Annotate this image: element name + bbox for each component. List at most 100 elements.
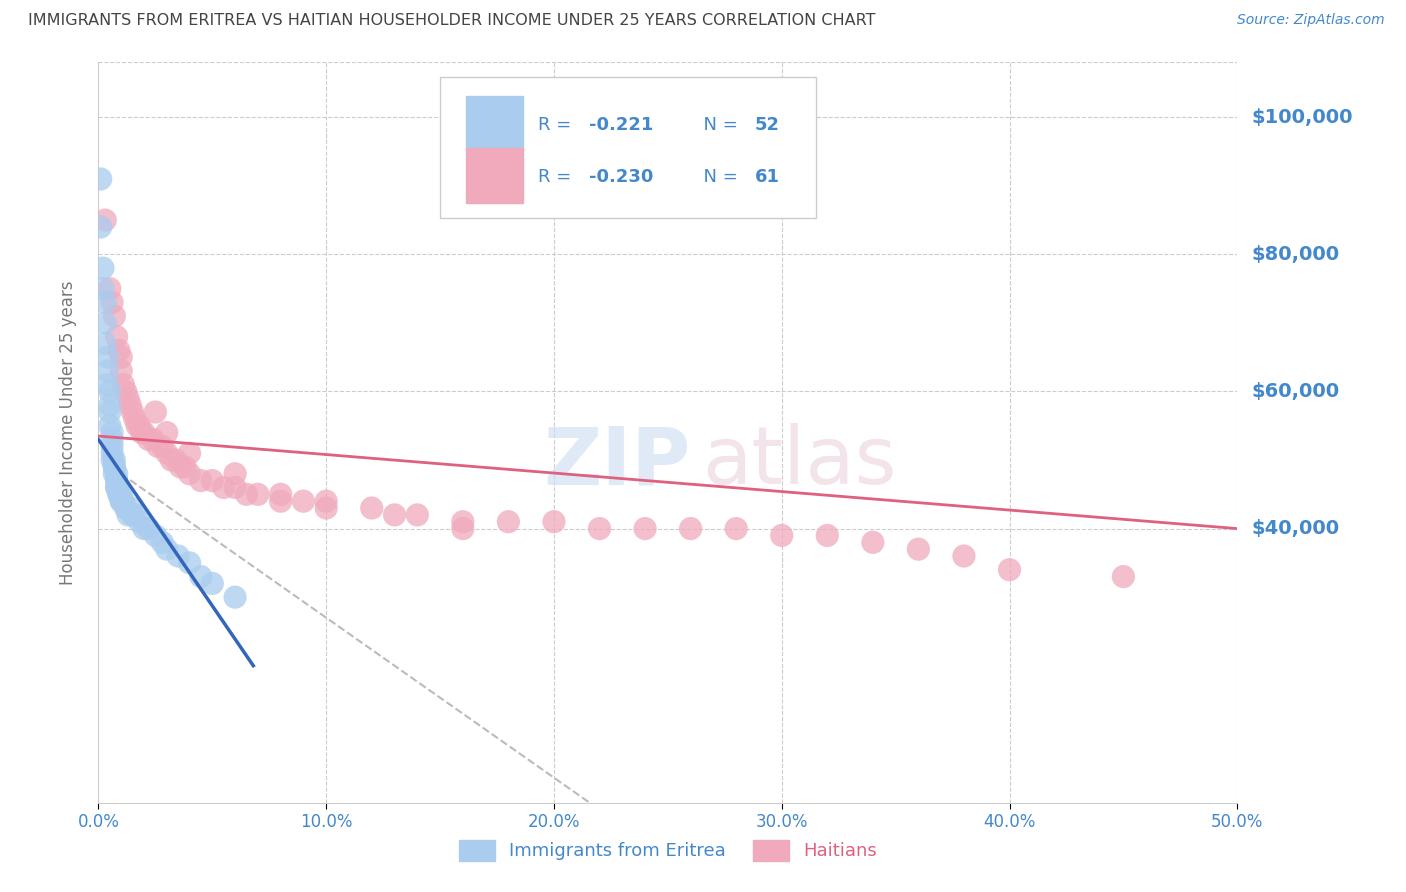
Point xyxy=(110,487,132,501)
Point xyxy=(543,515,565,529)
Point xyxy=(131,425,153,440)
Point xyxy=(451,522,474,536)
Text: IMMIGRANTS FROM ERITREA VS HAITIAN HOUSEHOLDER INCOME UNDER 25 YEARS CORRELATION: IMMIGRANTS FROM ERITREA VS HAITIAN HOUSE… xyxy=(28,13,876,29)
Point xyxy=(105,467,128,481)
FancyBboxPatch shape xyxy=(440,78,815,218)
Text: N =: N = xyxy=(692,169,744,186)
Point xyxy=(120,501,142,516)
Point xyxy=(169,459,191,474)
Point xyxy=(156,446,179,460)
Point xyxy=(105,474,128,488)
Point xyxy=(998,563,1021,577)
Legend: Immigrants from Eritrea, Haitians: Immigrants from Eritrea, Haitians xyxy=(451,832,884,868)
Point xyxy=(96,350,118,364)
Point xyxy=(101,453,124,467)
Point xyxy=(128,515,150,529)
Point xyxy=(907,542,929,557)
Point xyxy=(384,508,406,522)
Point xyxy=(110,494,132,508)
Point xyxy=(315,494,337,508)
Point xyxy=(160,453,183,467)
Point xyxy=(121,508,143,522)
Point xyxy=(103,459,125,474)
Point xyxy=(94,316,117,330)
Text: Source: ZipAtlas.com: Source: ZipAtlas.com xyxy=(1237,13,1385,28)
Point xyxy=(110,364,132,378)
Point xyxy=(117,392,139,406)
Point xyxy=(815,528,838,542)
Point xyxy=(1112,569,1135,583)
Point xyxy=(98,398,121,412)
Point xyxy=(360,501,382,516)
Point xyxy=(94,295,117,310)
Point xyxy=(725,522,748,536)
Point xyxy=(150,535,173,549)
Point xyxy=(150,439,173,453)
Point xyxy=(156,542,179,557)
Point xyxy=(108,480,131,494)
Text: 61: 61 xyxy=(755,169,779,186)
Point xyxy=(953,549,976,563)
Point xyxy=(96,377,118,392)
Point xyxy=(174,459,197,474)
Point xyxy=(201,576,224,591)
Point xyxy=(91,282,114,296)
Point xyxy=(101,425,124,440)
Point xyxy=(98,405,121,419)
Point xyxy=(179,556,201,570)
FancyBboxPatch shape xyxy=(467,147,523,203)
Point xyxy=(588,522,610,536)
Text: $60,000: $60,000 xyxy=(1251,382,1340,401)
Point xyxy=(246,487,269,501)
Point xyxy=(142,433,165,447)
Point xyxy=(212,480,235,494)
Point xyxy=(128,418,150,433)
Point xyxy=(270,487,292,501)
Point xyxy=(190,569,212,583)
Text: $40,000: $40,000 xyxy=(1251,519,1340,538)
Point xyxy=(145,528,167,542)
Point xyxy=(138,522,160,536)
Point xyxy=(167,549,190,563)
Point xyxy=(224,590,246,604)
Point xyxy=(315,501,337,516)
Text: $100,000: $100,000 xyxy=(1251,108,1353,127)
Point xyxy=(292,494,315,508)
Point xyxy=(498,515,520,529)
Point xyxy=(679,522,702,536)
Point xyxy=(224,467,246,481)
Point xyxy=(101,295,124,310)
Point xyxy=(132,522,155,536)
Point xyxy=(101,439,124,453)
Point xyxy=(105,480,128,494)
Point xyxy=(103,309,125,323)
Point xyxy=(201,474,224,488)
Text: -0.221: -0.221 xyxy=(589,116,654,135)
Point xyxy=(127,418,149,433)
Y-axis label: Householder Income Under 25 years: Householder Income Under 25 years xyxy=(59,280,77,585)
Point xyxy=(98,418,121,433)
Point xyxy=(108,487,131,501)
Point xyxy=(138,433,160,447)
Point xyxy=(770,528,793,542)
Point xyxy=(94,213,117,227)
Point xyxy=(90,172,112,186)
Point xyxy=(146,439,169,453)
Point xyxy=(165,453,187,467)
Point xyxy=(124,508,146,522)
Point xyxy=(105,480,128,494)
Point xyxy=(634,522,657,536)
Point xyxy=(112,494,135,508)
Point xyxy=(103,467,125,481)
Point xyxy=(105,329,128,343)
Point xyxy=(179,467,201,481)
Point xyxy=(94,336,117,351)
Text: N =: N = xyxy=(692,116,744,135)
Point xyxy=(110,494,132,508)
Text: -0.230: -0.230 xyxy=(589,169,654,186)
Point xyxy=(145,405,167,419)
Point xyxy=(108,487,131,501)
Point xyxy=(121,405,143,419)
Point xyxy=(110,350,132,364)
Point xyxy=(101,433,124,447)
